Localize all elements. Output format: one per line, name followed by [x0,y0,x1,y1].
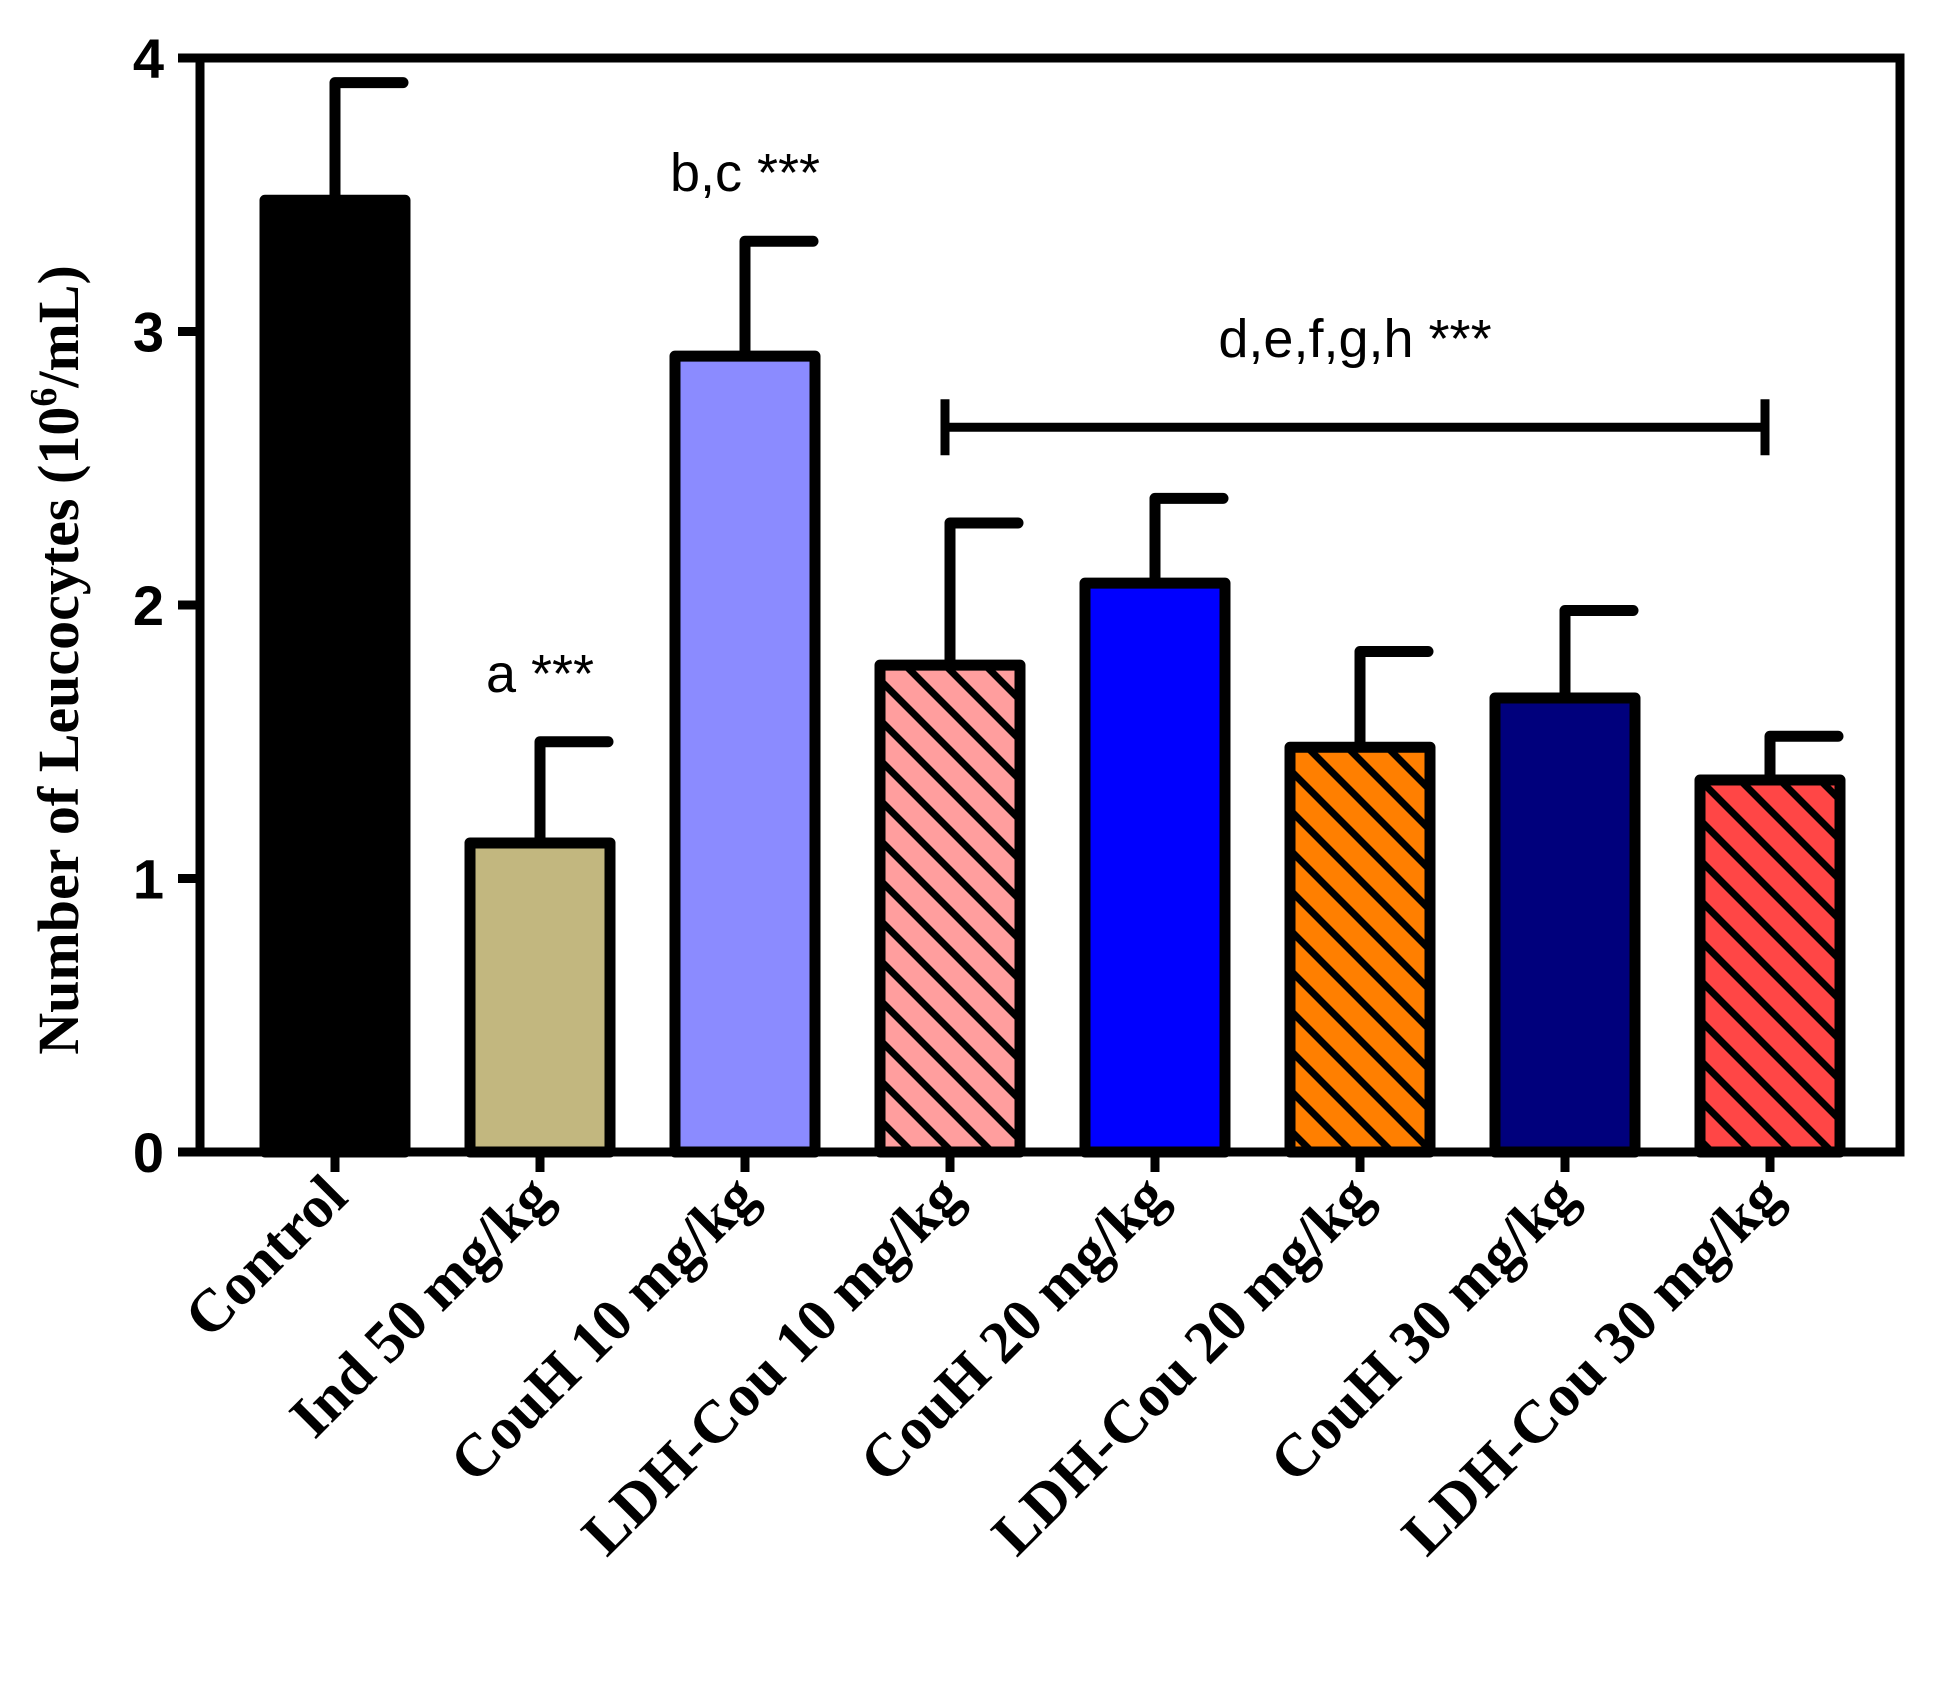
y-tick-label-4: 4 [133,27,164,90]
bar-0 [265,200,405,1153]
bar-2 [675,356,815,1152]
bar-hatch-5 [1290,747,1430,1152]
x-tick-label-7: LDH-Cou 30 mg/kg [1389,1163,1794,1568]
annotation-0: a *** [486,644,594,704]
bracket-label: d,e,f,g,h *** [1218,309,1491,369]
y-tick-label-3: 3 [133,301,164,364]
annotations: a *** b,c *** d,e,f,g,h *** [486,143,1770,704]
x-tick-label-5: LDH-Cou 20 mg/kg [979,1163,1384,1568]
y-axis-label-superscript: 6 [23,388,65,407]
annotation-1: b,c *** [670,143,820,203]
x-tick-label-3: LDH-Cou 10 mg/kg [569,1163,974,1568]
bar-hatch-3 [880,665,1020,1152]
bar-1 [470,842,610,1152]
bar-hatch-7 [1700,780,1840,1152]
error-bars [329,77,1844,843]
x-tick-label-0: Control [172,1163,359,1350]
y-axis-label-tail: /mL) [26,265,91,388]
y-tick-label-2: 2 [133,574,164,637]
bar-4 [1085,583,1225,1152]
plot-frame [195,53,1905,1157]
y-tick-label-0: 0 [133,1121,164,1184]
bar-6 [1495,697,1635,1152]
y-axis-label: Number of Leucocytes (106/mL) [23,265,91,1055]
y-tick-label-1: 1 [133,848,164,911]
